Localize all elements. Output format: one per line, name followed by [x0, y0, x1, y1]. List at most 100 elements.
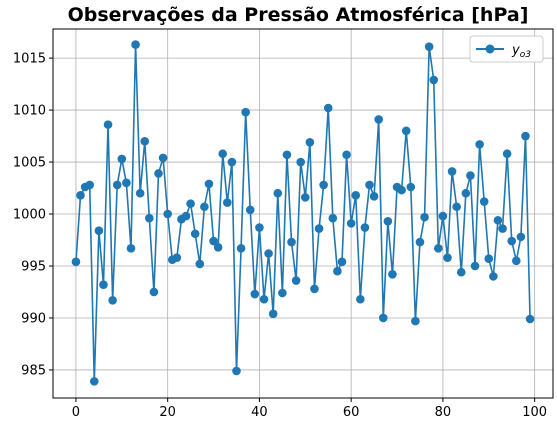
y-tick-label: 995 [21, 259, 46, 274]
legend-marker-swatch [486, 45, 495, 54]
data-point [99, 280, 108, 289]
data-point [457, 268, 466, 277]
x-axis: 0 20 40 60 80 100 [72, 398, 547, 420]
data-point [338, 258, 347, 267]
data-point [200, 202, 209, 211]
data-point [214, 243, 223, 252]
data-point [306, 138, 315, 147]
data-point [420, 213, 429, 222]
data-point [503, 149, 512, 158]
data-point [517, 233, 526, 242]
data-point [484, 254, 493, 263]
data-point [150, 288, 159, 297]
data-point [356, 295, 365, 304]
data-point [416, 238, 425, 247]
data-point [122, 179, 131, 188]
data-point [351, 191, 360, 200]
y-tick-label: 1005 [13, 156, 46, 171]
data-point [95, 226, 104, 235]
y-axis: 9859909951000100510101015 [13, 52, 53, 379]
x-tick-label: 80 [435, 405, 452, 420]
data-point [260, 295, 269, 304]
legend: yo3 [470, 36, 543, 62]
data-point [145, 214, 154, 223]
data-point [462, 189, 471, 198]
data-point [379, 314, 388, 323]
data-point [324, 104, 333, 113]
data-point [237, 244, 246, 253]
data-point [402, 127, 411, 136]
data-point [526, 315, 535, 324]
data-point [315, 224, 324, 233]
data-point [287, 238, 296, 247]
data-point [361, 223, 370, 232]
data-point [347, 219, 356, 228]
series-line [76, 45, 530, 382]
data-point [269, 310, 278, 319]
chart-title: Observações da Pressão Atmosférica [hPa] [68, 4, 529, 26]
data-point [411, 317, 420, 326]
y-tick-label: 985 [21, 363, 46, 378]
data-point [512, 256, 521, 265]
data-point [108, 296, 117, 305]
data-point [342, 150, 351, 159]
y-tick-label: 990 [21, 311, 46, 326]
data-point [319, 181, 328, 190]
x-tick-label: 40 [251, 405, 268, 420]
data-point [333, 267, 342, 276]
data-point [384, 217, 393, 226]
data-point [452, 202, 461, 211]
data-point [498, 224, 507, 233]
y-tick-label: 1010 [13, 104, 46, 119]
data-point [118, 155, 127, 164]
data-point [365, 181, 374, 190]
data-point [429, 76, 438, 85]
data-point [448, 167, 457, 176]
data-point [489, 272, 498, 281]
data-point [443, 253, 452, 262]
x-tick-label: 100 [522, 405, 547, 420]
data-point [241, 108, 250, 117]
data-point [72, 258, 81, 267]
data-point [439, 212, 448, 221]
data-point [264, 249, 273, 258]
data-point [301, 193, 310, 202]
data-point [466, 171, 475, 180]
x-tick-label: 60 [343, 405, 360, 420]
data-point [255, 223, 264, 232]
data-point [173, 253, 182, 262]
data-point [195, 260, 204, 269]
data-point [521, 132, 530, 141]
series-group [72, 40, 535, 385]
data-point [475, 140, 484, 149]
data-point [296, 158, 305, 167]
data-point [388, 270, 397, 279]
data-point [397, 186, 406, 195]
data-point [76, 191, 85, 200]
data-point [480, 197, 489, 206]
data-point [374, 115, 383, 124]
data-point [434, 244, 443, 253]
data-point [246, 206, 255, 215]
data-point [186, 199, 195, 208]
data-point [163, 210, 172, 219]
data-point [218, 149, 227, 158]
data-point [407, 183, 416, 192]
x-tick-label: 0 [72, 405, 80, 420]
data-point [494, 216, 503, 225]
data-point [182, 212, 191, 221]
x-tick-label: 20 [159, 405, 176, 420]
data-point [273, 189, 282, 198]
y-tick-label: 1000 [13, 208, 46, 223]
data-point [205, 180, 214, 189]
data-point [131, 40, 140, 49]
data-point [223, 198, 232, 207]
data-point [113, 181, 122, 190]
data-point [136, 189, 145, 198]
data-point [507, 237, 516, 246]
data-point [159, 154, 168, 163]
data-point [278, 289, 287, 298]
data-point [425, 42, 434, 51]
data-point [370, 192, 379, 201]
